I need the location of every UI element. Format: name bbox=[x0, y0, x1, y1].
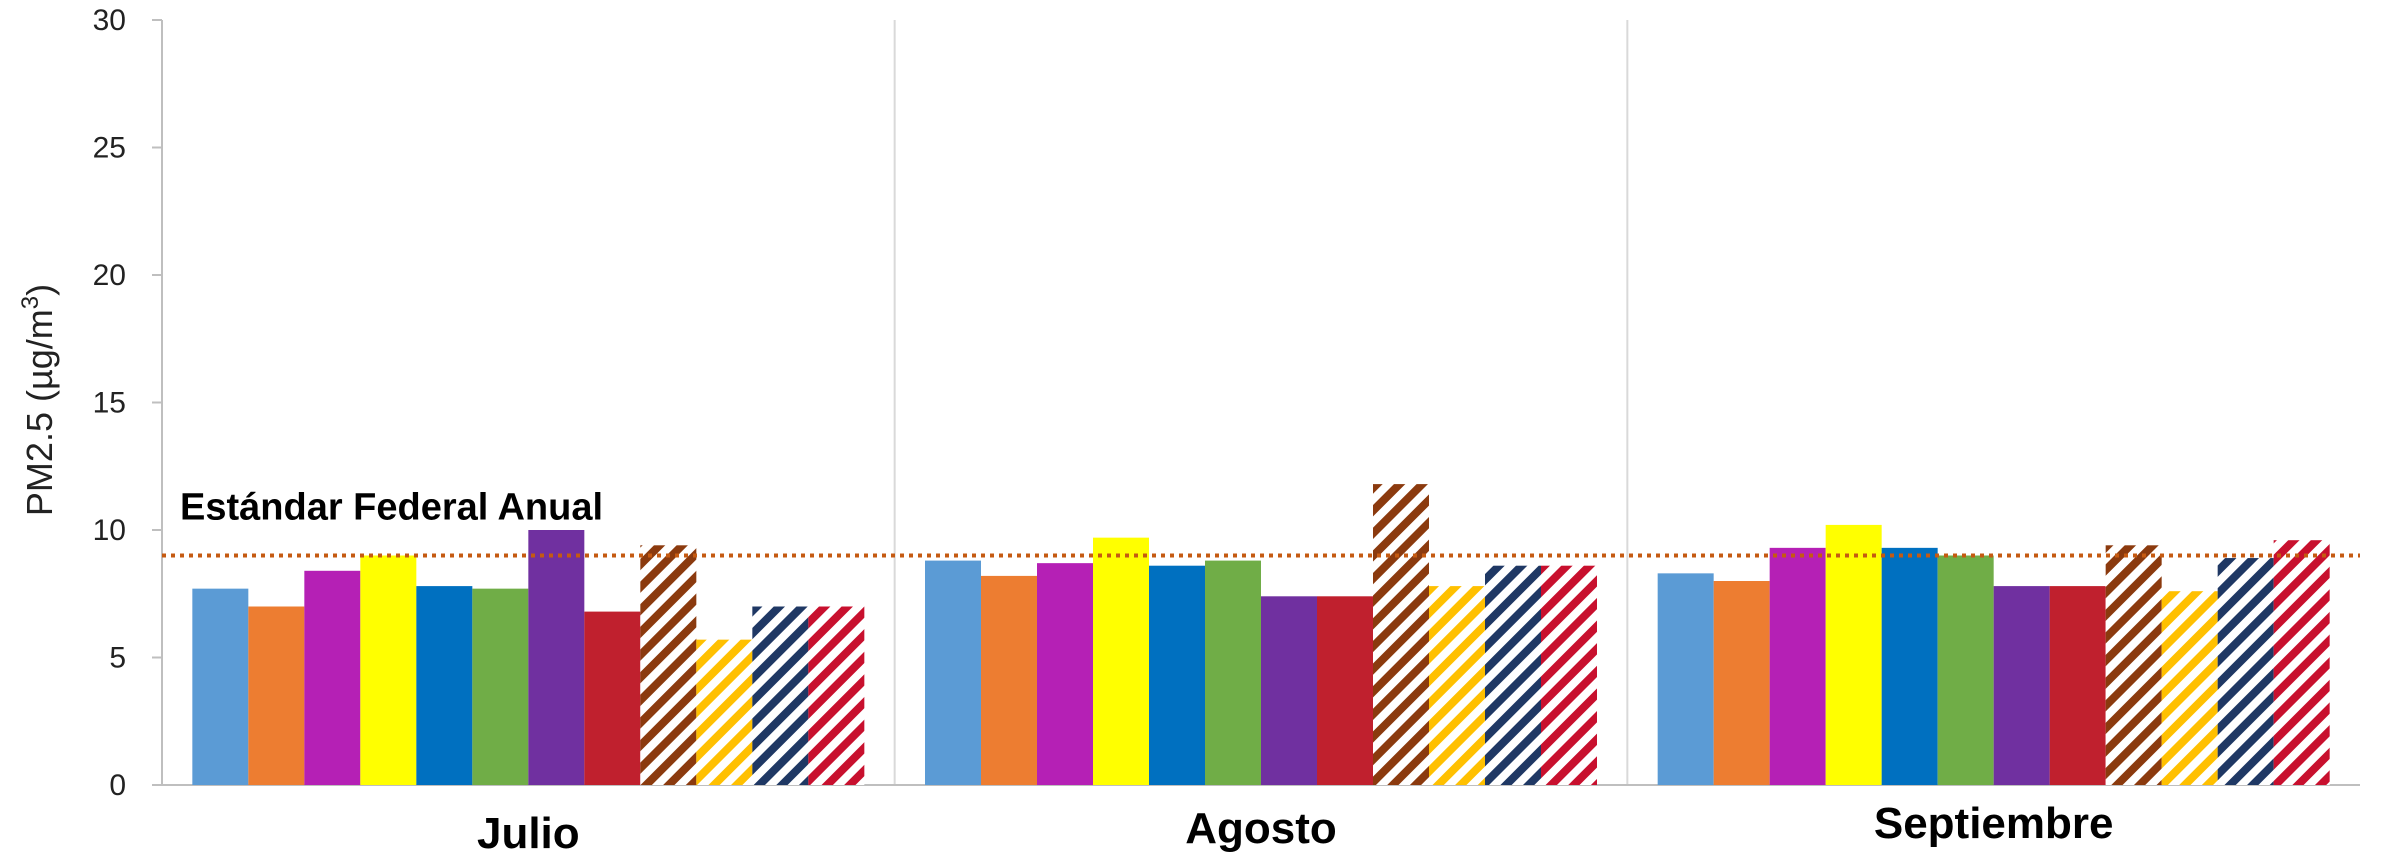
y-tick-labels: 0 5 10 15 20 25 30 bbox=[93, 4, 162, 802]
bar-julio-series-9 bbox=[640, 545, 696, 785]
bar-julio-series-4 bbox=[360, 556, 416, 786]
bar-agosto-series-9 bbox=[1373, 484, 1429, 785]
bar-agosto-series-8 bbox=[1317, 596, 1373, 785]
reference-line-group: Estándar Federal Anual bbox=[162, 487, 2360, 556]
y-tick-label: 10 bbox=[93, 514, 126, 547]
y-tick-label: 20 bbox=[93, 259, 126, 292]
bar-agosto-series-10 bbox=[1429, 586, 1485, 785]
bar-septiembre-series-12 bbox=[2274, 540, 2330, 785]
bar-agosto-series-6 bbox=[1205, 561, 1261, 785]
bar-julio-series-10 bbox=[696, 640, 752, 785]
bar-julio-series-8 bbox=[584, 612, 640, 785]
category-label-julio: Julio bbox=[477, 809, 580, 855]
y-tick-label: 25 bbox=[93, 132, 126, 165]
bar-agosto-series-7 bbox=[1261, 596, 1317, 785]
bar-septiembre-series-6 bbox=[1938, 556, 1994, 786]
bar-septiembre-series-1 bbox=[1658, 573, 1714, 785]
bar-agosto-series-2 bbox=[981, 576, 1037, 785]
category-label-septiembre: Septiembre bbox=[1874, 799, 2114, 848]
bar-agosto-series-4 bbox=[1093, 538, 1149, 785]
bar-septiembre-series-9 bbox=[2106, 545, 2162, 785]
bar-julio-series-3 bbox=[304, 571, 360, 785]
bar-septiembre-series-2 bbox=[1714, 581, 1770, 785]
y-axis-title-main: PM2.5 (µg/m bbox=[19, 309, 60, 516]
bar-julio-series-6 bbox=[472, 589, 528, 785]
y-tick-label: 30 bbox=[93, 4, 126, 37]
y-axis-title: PM2.5 (µg/m3) bbox=[17, 284, 60, 516]
bar-julio-series-5 bbox=[416, 586, 472, 785]
bar-septiembre-series-3 bbox=[1770, 548, 1826, 785]
bars bbox=[192, 484, 2329, 785]
y-tick-label: 5 bbox=[109, 642, 126, 675]
bar-agosto-series-3 bbox=[1037, 563, 1093, 785]
bar-septiembre-series-4 bbox=[1826, 525, 1882, 785]
bar-julio-series-11 bbox=[752, 607, 808, 786]
bar-agosto-series-5 bbox=[1149, 566, 1205, 785]
y-axis-title-superscript: 3 bbox=[17, 296, 44, 309]
bar-agosto-series-12 bbox=[1541, 566, 1597, 785]
bar-julio-series-7 bbox=[528, 530, 584, 785]
category-labels: Julio Agosto Septiembre bbox=[477, 799, 2113, 855]
bar-agosto-series-1 bbox=[925, 561, 981, 785]
bar-septiembre-series-7 bbox=[1994, 586, 2050, 785]
bar-septiembre-series-5 bbox=[1882, 548, 1938, 785]
bar-septiembre-series-11 bbox=[2218, 558, 2274, 785]
y-axis-title-close: ) bbox=[19, 284, 60, 296]
y-tick-label: 15 bbox=[93, 387, 126, 420]
bar-agosto-series-11 bbox=[1485, 566, 1541, 785]
category-label-agosto: Agosto bbox=[1185, 804, 1337, 853]
bar-julio-series-1 bbox=[192, 589, 248, 785]
reference-line-label: Estándar Federal Anual bbox=[180, 487, 603, 529]
bar-septiembre-series-8 bbox=[2050, 586, 2106, 785]
bar-septiembre-series-10 bbox=[2162, 591, 2218, 785]
y-tick-label: 0 bbox=[109, 769, 126, 802]
bar-julio-series-2 bbox=[248, 607, 304, 786]
bar-julio-series-12 bbox=[808, 607, 864, 786]
